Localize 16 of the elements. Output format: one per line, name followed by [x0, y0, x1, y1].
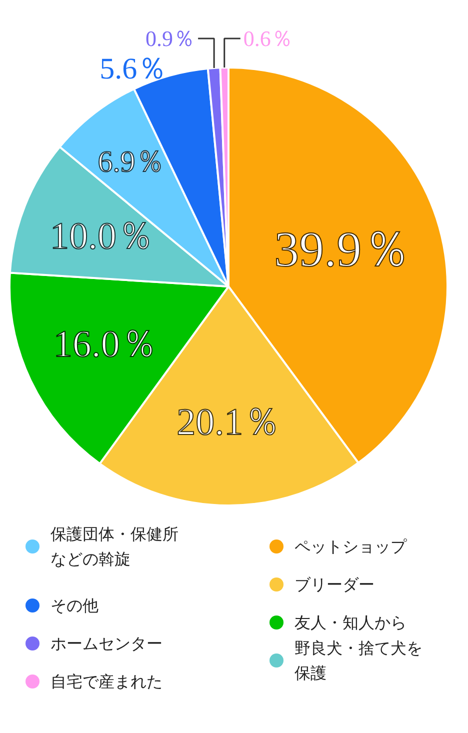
- legend-label: 自宅で産まれた: [50, 672, 162, 691]
- data-label: 39.9％: [274, 220, 412, 277]
- legend-label: ブリーダー: [294, 575, 374, 594]
- legend-label: 保護団体・保健所などの斡旋: [50, 524, 178, 568]
- data-label: 16.0％: [53, 323, 158, 366]
- data-label: 6.9％: [98, 146, 166, 179]
- legend-label: 野良犬・捨て犬を保護: [294, 638, 422, 682]
- data-label: 0.9％: [146, 26, 196, 51]
- data-label: 0.6％: [243, 26, 293, 51]
- data-label: 20.1％: [176, 401, 282, 444]
- legend-label: ペットショップ: [294, 537, 408, 556]
- legend-label: ホームセンター: [50, 634, 162, 653]
- legend-label: その他: [50, 596, 98, 615]
- legend-label: 友人・知人から: [294, 613, 406, 632]
- data-label: 10.0％: [50, 216, 155, 258]
- data-label: 5.6％: [100, 52, 168, 86]
